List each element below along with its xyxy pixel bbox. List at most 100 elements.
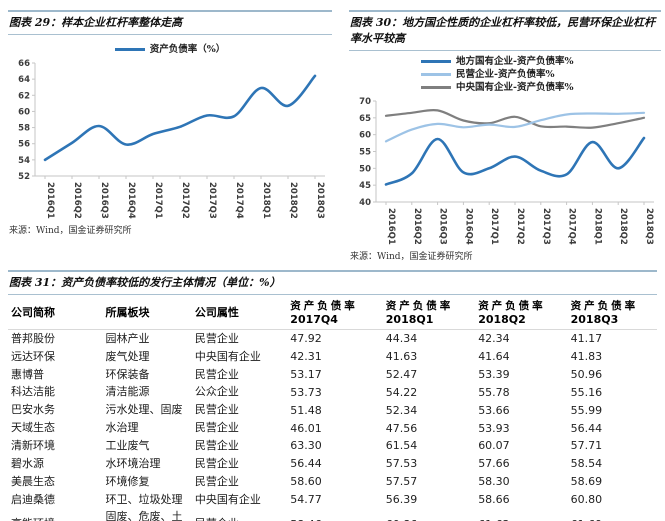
- cell-ratio: 41.64: [478, 349, 510, 363]
- x-tick-label: 2016Q3: [99, 182, 109, 219]
- table-header-row: 公司简称 所属板块 公司属性 资产负债率 2017Q4 资产负债率 2018Q1 资产负债率 2…: [8, 295, 657, 330]
- figure-30-title-rule: [349, 49, 661, 51]
- rate-header-period: 2018Q1: [385, 312, 434, 326]
- cell-sector: 环保装备: [105, 367, 150, 381]
- cell-ratio: 53.93: [478, 421, 510, 435]
- cell-ratio: 60.80: [570, 493, 603, 507]
- legend-item: 民营企业-资产负债率%: [421, 68, 661, 81]
- figure-30-panel: 图表 30：地方国企性质的企业杠杆率较低，民营环保企业杠杆率水平较高 地方国有企…: [349, 10, 661, 264]
- cell-ratio: 53.17: [290, 367, 322, 381]
- cell-ratio: 51.48: [290, 403, 322, 417]
- cell-ratio: 54.77: [290, 493, 322, 507]
- rate-header-label: 资产负债率: [570, 299, 639, 312]
- cell-ratio: 58.30: [478, 475, 510, 489]
- series-line: [384, 136, 646, 186]
- x-tick-label: 2017Q3: [541, 208, 551, 245]
- cell-ratio: 56.44: [290, 457, 322, 471]
- rate-header-label: 资产负债率: [385, 299, 454, 312]
- table-row: 碧水源 水环境治理 民营企业 56.44 57.53 57.66 58.54: [8, 455, 657, 473]
- y-tick-label: 60: [18, 107, 30, 117]
- figure-31-title-rule: [8, 293, 657, 295]
- y-tick-label: 50: [359, 164, 371, 174]
- cell-attribute: 民营企业: [194, 331, 239, 345]
- cell-ratio: 57.71: [570, 439, 603, 453]
- x-tick-label: 2016Q4: [463, 208, 473, 245]
- legend-label: 中央国有企业-资产负债率%: [456, 81, 574, 93]
- cell-company: 科达洁能: [11, 385, 55, 399]
- cell-company: 高能环境: [8, 509, 102, 521]
- figure-29-legend: 资产负债率（%）: [8, 43, 332, 56]
- table-row: 清新环境 工业废气 民营企业 63.30 61.54 60.07 57.71: [8, 437, 657, 455]
- x-tick-label: 2017Q2: [180, 182, 190, 219]
- y-tick-label: 64: [18, 75, 30, 85]
- cell-ratio: 50.96: [570, 367, 603, 381]
- x-tick-label: 2017Q1: [153, 182, 163, 219]
- cell-ratio: 41.63: [385, 349, 418, 363]
- table-row: 普邦股份 园林产业 民营企业 47.92 44.34 42.34 41.17: [8, 329, 657, 347]
- x-tick-label: 2016Q2: [72, 182, 82, 219]
- figure-29-chart: 52 54 56 58 60 62 64 66 2016Q1 2016Q2 2016Q3 2016Q4…: [18, 59, 325, 219]
- figure-30-legend: 地方国有企业-资产负债率% 民营企业-资产负债率% 中央国有企业-资产负债率%: [421, 55, 661, 94]
- column-header: 公司简称: [8, 295, 103, 330]
- cell-ratio: 57.66: [478, 457, 510, 471]
- cell-ratio: 44.34: [385, 331, 418, 345]
- figure-29-title-rule: [8, 33, 332, 35]
- x-tick-label: 2018Q2: [618, 208, 628, 245]
- table-row: 天域生态 水治理 民营企业 46.01 47.56 53.93 56.44: [8, 420, 657, 438]
- cell-attribute: 中央国有企业: [194, 349, 261, 363]
- figure-31-section: 图表 31：资产负债率较低的发行主体情况（单位：%） 公司简称 所属板块 公司属性资…: [8, 269, 657, 521]
- series-line: [43, 74, 317, 162]
- cell-ratio: 41.17: [570, 331, 603, 345]
- table-row: 科达洁能 清洁能源 公众企业 53.73 54.22 55.78 55.16: [8, 384, 657, 402]
- x-tick-label: 2016Q1: [386, 208, 396, 245]
- series-line: [384, 108, 646, 129]
- x-tick-label: 2018Q3: [644, 208, 654, 245]
- cell-ratio: 52.34: [385, 403, 418, 417]
- cell-ratio: 46.01: [290, 421, 322, 435]
- x-tick-label: 2017Q2: [515, 208, 525, 245]
- x-tick-label: 2017Q4: [234, 182, 244, 219]
- cell-attribute: 民营企业: [194, 421, 239, 435]
- cell-sector: 园林产业: [105, 331, 150, 345]
- cell-ratio: 61.62: [475, 509, 567, 521]
- cell-ratio: 52.47: [385, 367, 418, 381]
- cell-ratio: 55.16: [570, 385, 603, 399]
- legend-label: 民营企业-资产负债率%: [456, 68, 555, 80]
- cell-ratio: 53.66: [478, 403, 510, 417]
- rate-header-period: 2018Q3: [570, 312, 619, 326]
- x-tick-label: 2016Q4: [126, 182, 136, 219]
- legend-line-swatch: [421, 85, 451, 89]
- series-line: [384, 111, 646, 143]
- table-row: 远达环保 废气处理 中央国有企业 42.31 41.63 41.64 41.83: [8, 348, 657, 366]
- cell-attribute: 民营企业: [194, 475, 239, 489]
- y-tick-label: 52: [18, 172, 30, 182]
- cell-ratio: 58.54: [570, 457, 603, 471]
- cell-ratio: 58.46: [287, 509, 382, 521]
- cell-ratio: 55.78: [478, 385, 510, 399]
- legend-label: 资产负债率（%）: [149, 43, 226, 55]
- charts-row: 图表 29：样本企业杠杆率整体走高 资产负债率（%） 52 54 56 58 60 62 6…: [8, 10, 661, 264]
- figure-30-title: 图表 30：地方国企性质的企业杠杆率较低，民营环保企业杠杆率水平较高: [350, 16, 656, 45]
- cell-sector: 固废、危废、土壤修复: [105, 510, 183, 521]
- table-row: 惠博普 环保装备 民营企业 53.17 52.47 53.39 50.96: [8, 366, 657, 384]
- figure-30-chart: 40 45 50 55 60 65 70 2016Q1 2016Q2 2016Q3 2016Q4 20…: [359, 97, 654, 245]
- rate-header-label: 资产负债率: [478, 299, 546, 312]
- cell-ratio: 47.56: [385, 421, 418, 435]
- cell-company: 清新环境: [11, 439, 55, 453]
- rate-header-period: 2017Q4: [290, 312, 338, 326]
- cell-company: 天域生态: [11, 421, 55, 435]
- x-tick-label: 2017Q3: [207, 182, 217, 219]
- legend-item: 资产负债率（%）: [114, 43, 226, 56]
- cell-sector: 废气处理: [105, 349, 150, 363]
- cell-attribute: 民营企业: [194, 457, 239, 471]
- y-tick-label: 54: [18, 156, 30, 166]
- cell-ratio: 58.60: [290, 475, 322, 489]
- figure-31-title: 图表 31：资产负债率较低的发行主体情况（单位：%）: [9, 275, 281, 289]
- figure-30-top-rule: [349, 10, 661, 12]
- figure-29-panel: 图表 29：样本企业杠杆率整体走高 资产负债率（%） 52 54 56 58 60 62 6…: [8, 10, 332, 238]
- x-tick-label: 2016Q1: [45, 182, 55, 219]
- cell-company: 惠博普: [11, 367, 44, 381]
- cell-ratio: 42.31: [290, 349, 322, 363]
- cell-ratio: 53.39: [478, 367, 510, 381]
- cell-ratio: 53.73: [290, 385, 322, 399]
